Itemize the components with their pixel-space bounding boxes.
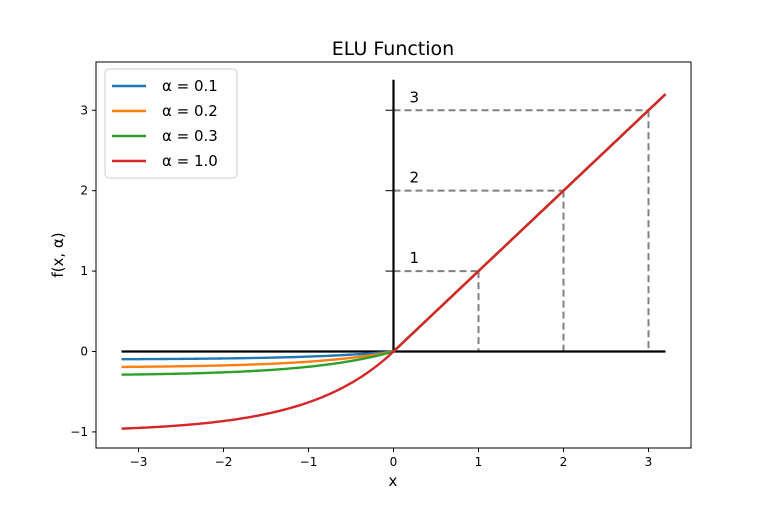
x-tick-label: 3 xyxy=(645,455,653,469)
annotation-label: 2 xyxy=(410,169,420,187)
x-axis-ticks: −3 −2 −1 0 1 2 3 xyxy=(130,448,653,469)
y-tick-label: 3 xyxy=(80,103,88,117)
x-axis-label: x xyxy=(389,472,398,490)
chart-title: ELU Function xyxy=(332,38,454,60)
series-line-alpha-1 xyxy=(121,93,667,430)
x-tick-label: 0 xyxy=(390,455,398,469)
legend-entry-label: α = 0.3 xyxy=(162,127,218,145)
y-tick-label: 0 xyxy=(80,345,88,359)
series-lines xyxy=(121,93,667,430)
y-tick-label: 1 xyxy=(80,264,88,278)
y-axis-label: f(x, α) xyxy=(49,232,67,277)
x-tick-label: −2 xyxy=(215,455,233,469)
x-tick-label: −3 xyxy=(130,455,148,469)
legend-entry-label: α = 1.0 xyxy=(162,152,218,170)
legend-entry-label: α = 0.1 xyxy=(162,77,218,95)
annotation-label: 1 xyxy=(410,249,420,267)
y-tick-label: 2 xyxy=(80,184,88,198)
guide-lines xyxy=(385,109,650,352)
x-tick-label: −1 xyxy=(300,455,318,469)
y-axis-ticks: −1 0 1 2 3 xyxy=(70,103,96,439)
legend-entry-label: α = 0.2 xyxy=(162,102,218,120)
annotation-label: 3 xyxy=(410,88,420,106)
legend: α = 0.1 α = 0.2 α = 0.3 α = 1.0 xyxy=(104,68,238,179)
x-tick-label: 2 xyxy=(560,455,568,469)
y-tick-label: −1 xyxy=(70,425,88,439)
annotations: 1 2 3 xyxy=(410,88,420,267)
legend-box xyxy=(104,68,238,179)
x-tick-label: 1 xyxy=(475,455,483,469)
